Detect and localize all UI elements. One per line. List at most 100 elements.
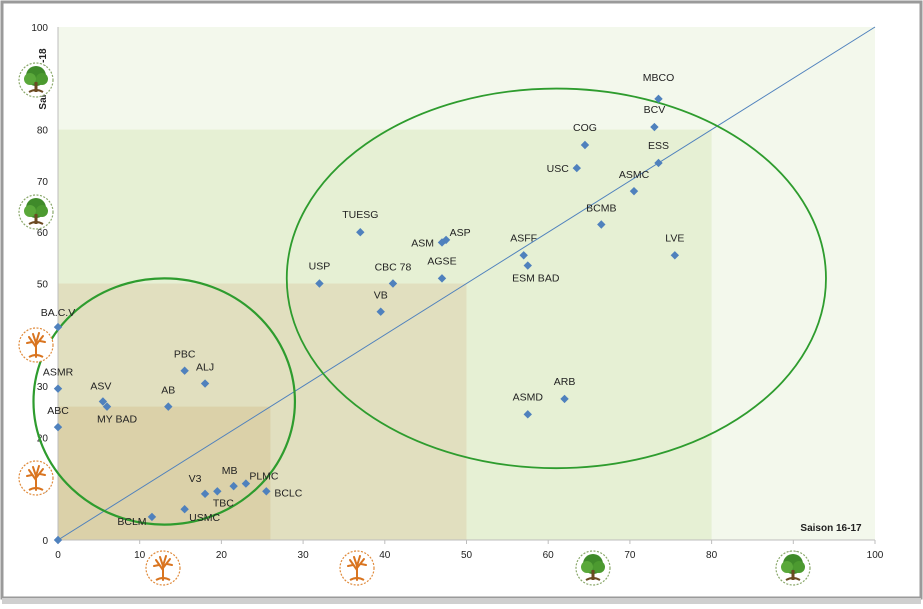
point-marker <box>53 535 63 545</box>
point-marker <box>200 379 210 388</box>
point-label: BA.C.V <box>41 307 75 319</box>
point-marker <box>437 238 447 247</box>
point-marker <box>654 94 663 104</box>
point-label: BCMB <box>586 203 616 215</box>
y-tick-label: 20 <box>37 433 49 444</box>
diagonal-reference-line <box>57 26 876 541</box>
point-marker <box>315 279 324 288</box>
point-label: MY BAD <box>97 414 137 426</box>
x-tick-label: 10 <box>134 550 146 561</box>
point-label: ASP <box>450 227 471 239</box>
point-marker <box>580 140 590 150</box>
orange-tree-icon <box>145 550 181 586</box>
point-marker <box>53 422 63 432</box>
point-label: AB <box>161 385 175 397</box>
green-tree-icon <box>18 62 54 98</box>
point-marker <box>147 512 157 522</box>
point-label: VB <box>374 290 388 302</box>
point-label: PBC <box>174 349 196 361</box>
x-tick-label: 0 <box>55 550 61 561</box>
point-label: TUESG <box>342 209 378 221</box>
y-tick-label: 60 <box>37 228 49 239</box>
orange-tree-icon <box>339 550 375 586</box>
cluster-ellipses <box>32 87 827 526</box>
point-label: ESS <box>648 140 669 152</box>
orange-tree-icon <box>18 460 54 496</box>
point-marker <box>519 251 528 260</box>
point-label: V3 <box>189 473 202 485</box>
point-marker <box>98 397 108 406</box>
point-label: PLMC <box>249 471 279 483</box>
point-marker <box>164 402 173 411</box>
point-label: ALJ <box>196 362 214 374</box>
data-points: MBCO BCV COG ESS USC ASMC BCMB TUESG ASP ASM ASFF L… <box>41 72 684 545</box>
point-marker <box>53 322 63 332</box>
bottom-strip <box>2 598 921 604</box>
point-label: BCV <box>644 104 666 116</box>
point-marker <box>229 481 238 491</box>
point-label: MBCO <box>643 72 675 84</box>
point-label: ASV <box>90 380 111 392</box>
x-tick-label: 60 <box>543 550 555 561</box>
point-marker <box>102 402 112 411</box>
x-tick-label: 30 <box>298 550 310 561</box>
point-marker <box>523 261 532 270</box>
point-label: CBC 78 <box>375 262 412 274</box>
x-tick-label: 20 <box>216 550 228 561</box>
point-label: ASMC <box>619 169 650 181</box>
orange-tree-icon <box>18 327 54 363</box>
point-label: USC <box>547 163 570 175</box>
point-label: BCLC <box>274 487 302 499</box>
point-label: ASMD <box>513 391 544 403</box>
point-marker <box>180 505 189 514</box>
point-marker <box>437 274 447 283</box>
y-tick-label: 80 <box>37 126 49 137</box>
point-label: USMC <box>189 512 220 524</box>
point-label: ABC <box>47 405 69 417</box>
point-marker <box>654 158 663 168</box>
cluster-ellipse-1 <box>32 277 297 526</box>
x-tick-label: 100 <box>867 550 884 561</box>
point-label: MB <box>222 465 238 477</box>
point-marker <box>597 220 606 229</box>
point-marker <box>670 251 680 260</box>
point-marker <box>200 489 210 499</box>
point-label: BCLM <box>117 516 146 528</box>
point-label: ESM BAD <box>512 273 560 285</box>
y-tick-label: 0 <box>42 536 48 547</box>
x-tick-label: 80 <box>706 550 718 561</box>
point-marker <box>376 307 385 316</box>
y-tick-label: 30 <box>37 382 49 393</box>
green-tree-icon <box>775 550 811 586</box>
point-label: USP <box>309 261 331 273</box>
point-marker <box>356 228 365 237</box>
point-label: ASM <box>411 237 434 249</box>
point-label: LVE <box>665 232 684 244</box>
green-tree-icon <box>575 550 611 586</box>
point-marker <box>241 479 251 488</box>
point-marker <box>560 394 569 404</box>
y-tick-label: 100 <box>31 23 48 34</box>
point-label: COG <box>573 122 597 134</box>
point-marker <box>650 122 659 132</box>
cluster-ellipse-2 <box>285 87 827 470</box>
x-tick-label: 50 <box>461 550 473 561</box>
y-tick-label: 50 <box>37 280 49 291</box>
x-tick-label: 40 <box>379 550 391 561</box>
point-marker <box>572 163 581 173</box>
x-axis-label: Saison 16-17 <box>800 523 862 534</box>
point-label: ASFF <box>510 232 537 244</box>
y-tick-label: 70 <box>37 177 49 188</box>
point-marker <box>180 366 189 375</box>
point-marker <box>262 487 271 496</box>
point-marker <box>523 410 532 419</box>
point-label: ASMR <box>43 367 74 379</box>
point-marker <box>629 186 639 196</box>
point-label: TBC <box>213 497 234 509</box>
point-marker <box>213 487 222 496</box>
point-label: AGSE <box>427 255 456 267</box>
x-tick-label: 70 <box>624 550 636 561</box>
point-label: ARB <box>554 376 576 388</box>
